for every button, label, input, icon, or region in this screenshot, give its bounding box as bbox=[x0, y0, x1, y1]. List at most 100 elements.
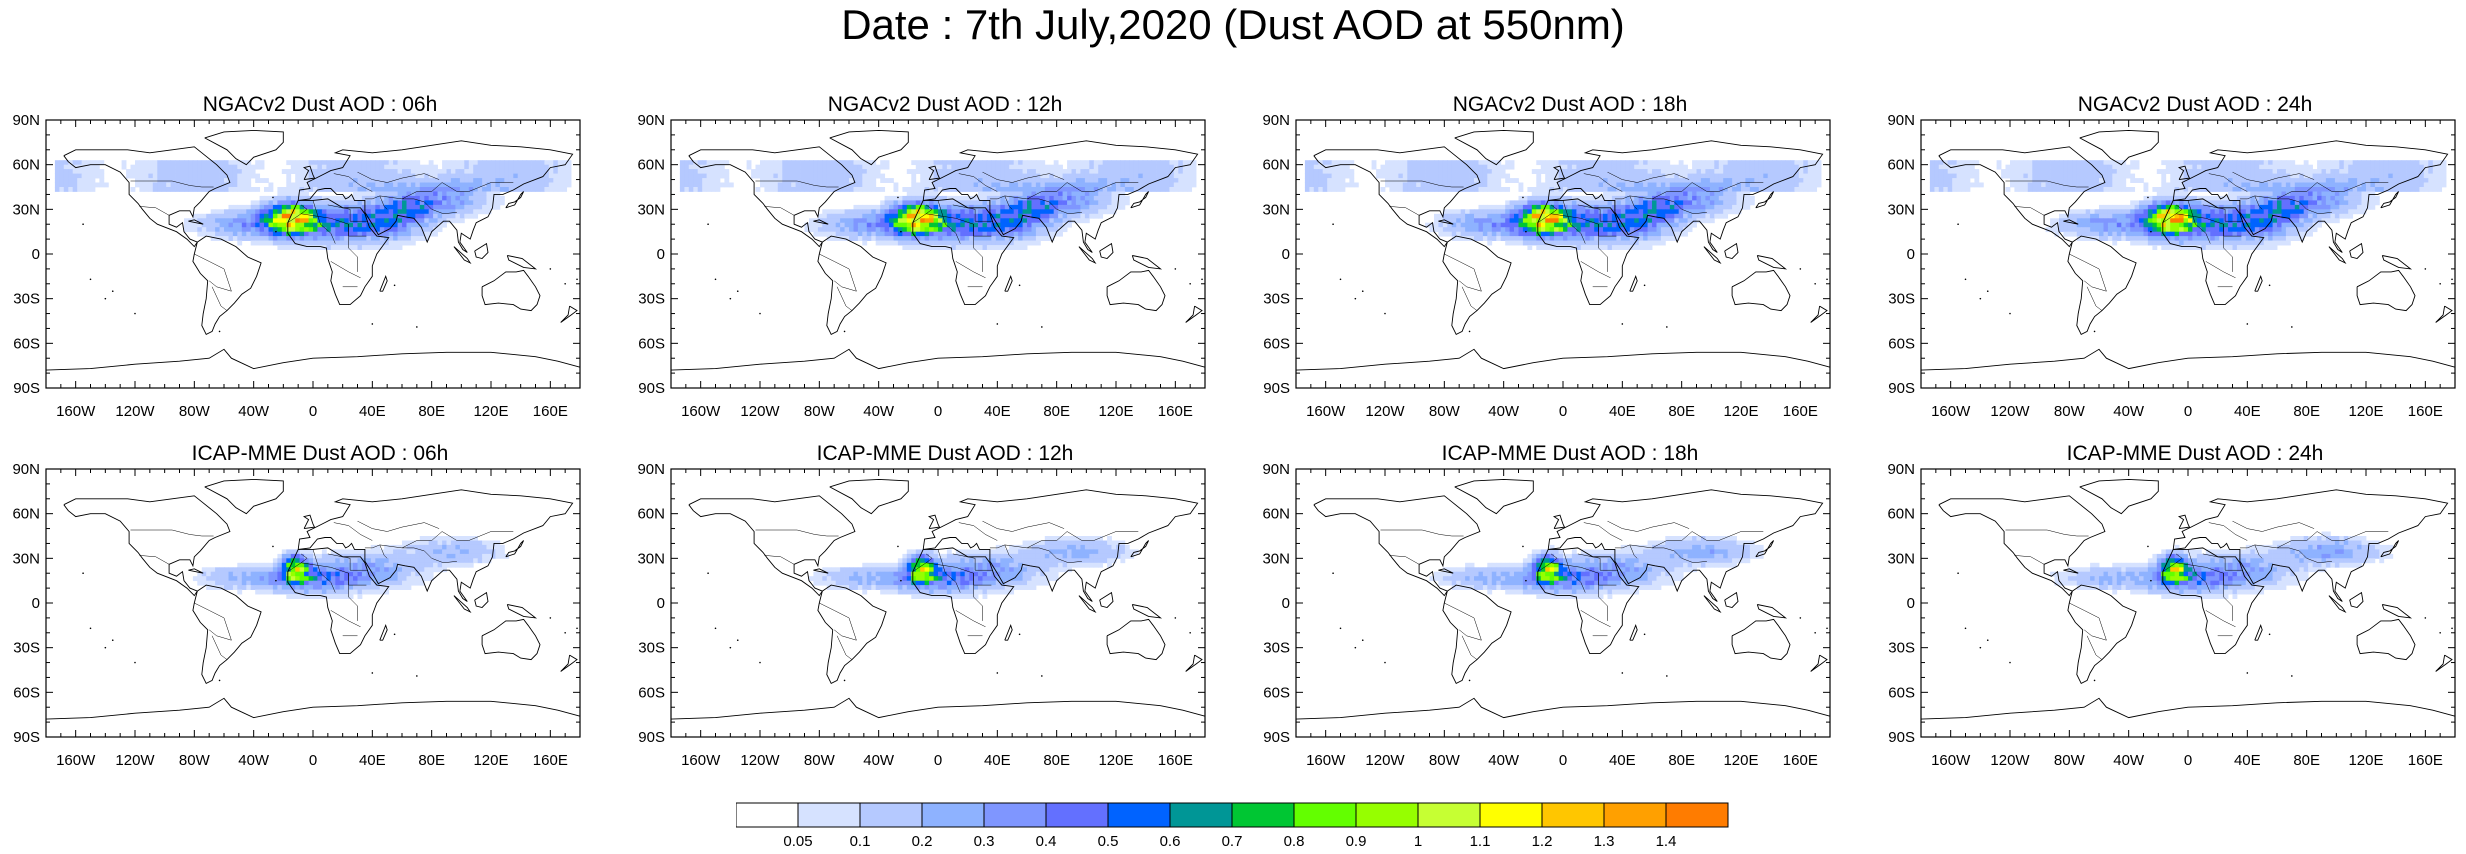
aod-cell bbox=[1794, 182, 1800, 188]
aod-cell bbox=[1580, 187, 1586, 192]
aod-cell bbox=[1111, 164, 1117, 170]
aod-cell bbox=[955, 200, 961, 206]
aod-cell bbox=[477, 191, 483, 197]
aod-cell bbox=[1438, 213, 1444, 219]
aod-cell bbox=[419, 236, 425, 241]
aod-cell bbox=[1022, 227, 1028, 233]
aod-cell bbox=[135, 178, 140, 183]
aod-cell bbox=[1794, 187, 1800, 192]
aod-cell bbox=[960, 213, 966, 219]
aod-cell bbox=[1571, 164, 1577, 170]
aod-cell bbox=[135, 164, 140, 170]
aod-cell bbox=[2232, 164, 2238, 170]
lon-tick-label: 120W bbox=[1365, 403, 1405, 420]
aod-cell bbox=[2236, 173, 2242, 179]
aod-cell bbox=[379, 178, 385, 183]
aod-cell bbox=[1093, 173, 1099, 179]
aod-cell bbox=[1803, 187, 1809, 192]
aod-cell bbox=[464, 169, 470, 174]
aod-cell bbox=[2281, 164, 2287, 170]
aod-cell bbox=[2321, 169, 2327, 174]
aod-cell bbox=[1013, 200, 1019, 206]
aod-cell bbox=[782, 182, 788, 188]
aod-cell bbox=[1718, 178, 1724, 183]
aod-cell bbox=[1071, 169, 1077, 174]
aod-cell bbox=[335, 204, 341, 210]
aod-cell bbox=[1111, 182, 1117, 188]
aod-cell bbox=[544, 178, 550, 183]
aod-cell bbox=[1027, 160, 1032, 166]
aod-cell bbox=[840, 169, 845, 174]
aod-cell bbox=[1018, 245, 1023, 250]
aod-cell bbox=[1678, 200, 1684, 206]
aod-cell bbox=[2018, 164, 2024, 170]
aod-cell bbox=[1554, 191, 1559, 197]
aod-cell bbox=[1173, 182, 1179, 188]
aod-cell bbox=[1611, 195, 1617, 201]
aod-cell bbox=[86, 178, 91, 183]
aod-cell bbox=[2428, 173, 2434, 179]
aod-cell bbox=[1098, 169, 1104, 174]
aod-cell bbox=[1044, 173, 1050, 179]
aod-cell bbox=[228, 227, 234, 233]
aod-cell bbox=[313, 164, 318, 170]
aod-cell bbox=[1603, 231, 1608, 237]
aod-cell bbox=[773, 182, 779, 188]
aod-cell bbox=[1692, 182, 1697, 188]
island-dot bbox=[759, 312, 761, 315]
aod-cell bbox=[326, 182, 332, 188]
aod-cell bbox=[1474, 173, 1479, 179]
aod-cell bbox=[2210, 160, 2216, 166]
aod-cell bbox=[1745, 191, 1751, 197]
lon-tick-label: 80E bbox=[418, 403, 445, 420]
aod-cell bbox=[1133, 169, 1139, 174]
aod-cell bbox=[1652, 222, 1657, 228]
aod-cell bbox=[491, 187, 496, 192]
aod-cell bbox=[1102, 187, 1108, 192]
aod-cell bbox=[201, 218, 207, 224]
aod-cell bbox=[94, 169, 100, 174]
aod-cell bbox=[224, 178, 229, 183]
aod-cell bbox=[468, 213, 474, 219]
aod-cell bbox=[2290, 173, 2296, 179]
aod-cell bbox=[72, 178, 78, 183]
aod-cell bbox=[1807, 182, 1813, 188]
aod-cell bbox=[1718, 187, 1724, 192]
aod-cell bbox=[1558, 200, 1564, 206]
aod-cell bbox=[1692, 222, 1697, 228]
aod-cell bbox=[1080, 195, 1086, 201]
aod-cell bbox=[1705, 173, 1711, 179]
aod-cell bbox=[1129, 160, 1135, 166]
aod-cell bbox=[1607, 245, 1613, 250]
aod-cell bbox=[459, 204, 465, 210]
aod-cell bbox=[1336, 169, 1341, 174]
aod-cell bbox=[54, 182, 60, 188]
aod-cell bbox=[348, 200, 354, 206]
aod-cell bbox=[1620, 187, 1626, 192]
aod-cell bbox=[313, 200, 318, 206]
aod-cell bbox=[2241, 173, 2247, 179]
aod-cell bbox=[1018, 160, 1023, 166]
coastline bbox=[1106, 269, 1166, 312]
aod-cell bbox=[170, 160, 176, 166]
aod-cell bbox=[1040, 182, 1046, 188]
aod-cell bbox=[1505, 213, 1511, 219]
aod-cell bbox=[344, 169, 350, 174]
aod-cell bbox=[951, 182, 957, 188]
aod-cell bbox=[1938, 178, 1944, 183]
aod-cell bbox=[915, 200, 921, 206]
aod-cell bbox=[1058, 218, 1063, 224]
aod-cell bbox=[1500, 209, 1506, 215]
aod-cell bbox=[397, 160, 403, 166]
aod-cell bbox=[1385, 169, 1390, 174]
aod-cell bbox=[1634, 173, 1640, 179]
aod-cell bbox=[473, 169, 479, 174]
aod-cell bbox=[2388, 178, 2394, 183]
aod-cell bbox=[90, 169, 96, 174]
aod-cell bbox=[1487, 227, 1493, 233]
aod-cell bbox=[548, 173, 554, 179]
aod-cell bbox=[1656, 187, 1662, 192]
aod-cell bbox=[290, 236, 296, 241]
aod-cell bbox=[313, 245, 318, 250]
aod-cell bbox=[1434, 222, 1439, 228]
